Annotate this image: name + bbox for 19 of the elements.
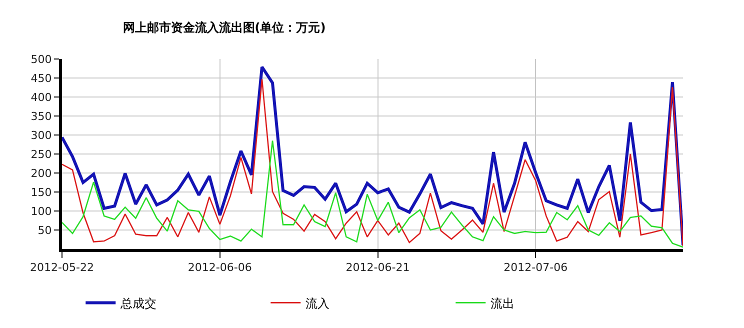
x-tick-label: 2012-06-06 xyxy=(188,261,252,274)
x-tick-label: 2012-06-21 xyxy=(346,261,410,274)
x-tick-label: 2012-07-06 xyxy=(504,261,568,274)
y-tick-label: 50 xyxy=(38,224,52,237)
y-tick-label: 500 xyxy=(30,52,52,66)
chart-title: 网上邮市资金流入流出图(单位：万元) xyxy=(122,20,326,34)
y-tick-label: 150 xyxy=(30,186,52,199)
y-tick-label: 100 xyxy=(30,204,52,218)
legend-label: 流出 xyxy=(490,296,515,310)
y-tick-label: 450 xyxy=(30,72,52,85)
y-tick-label: 400 xyxy=(30,90,52,104)
x-tick-label: 2012-05-22 xyxy=(30,261,94,274)
y-tick-label: 250 xyxy=(30,148,52,161)
y-tick-label: 300 xyxy=(30,128,52,142)
line-series xyxy=(62,140,683,248)
y-tick-label: 200 xyxy=(30,166,52,180)
y-tick-label: 350 xyxy=(30,110,52,123)
legend-label: 总成交 xyxy=(120,296,157,310)
legend-label: 流入 xyxy=(306,296,330,310)
